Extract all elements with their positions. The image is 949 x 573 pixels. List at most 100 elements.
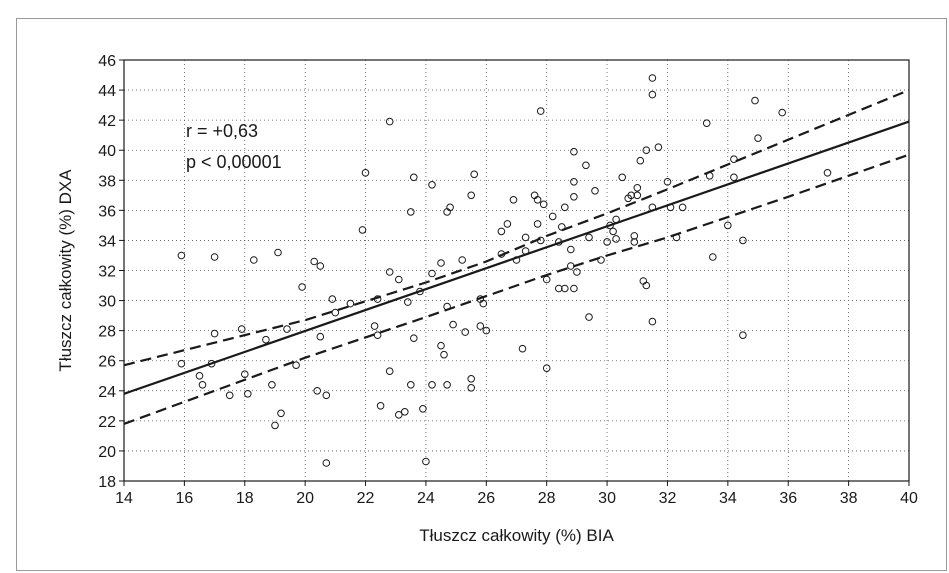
data-point — [277, 409, 285, 418]
data-point — [663, 178, 672, 186]
data-point — [322, 459, 331, 467]
data-point — [437, 259, 445, 267]
data-point — [754, 134, 762, 142]
data-point — [642, 146, 651, 154]
x-tick-label: 14 — [115, 490, 133, 507]
data-point — [428, 381, 436, 389]
y-tick-label: 44 — [98, 83, 116, 100]
data-point — [630, 238, 639, 246]
data-point — [241, 370, 249, 379]
data-point — [177, 359, 186, 368]
data-point — [636, 156, 645, 165]
data-point — [539, 200, 548, 209]
data-point — [467, 375, 476, 383]
data-point — [609, 227, 617, 236]
y-tick-label: 30 — [98, 294, 116, 311]
data-point — [542, 364, 551, 373]
data-point — [778, 108, 787, 117]
data-point — [316, 262, 325, 270]
data-point — [630, 232, 639, 240]
x-tick-label: 30 — [598, 490, 616, 507]
data-point — [561, 203, 569, 212]
y-tick-label: 22 — [98, 414, 116, 431]
data-point — [751, 96, 759, 105]
fit-lines — [123, 89, 910, 425]
x-tick-label: 38 — [840, 490, 858, 507]
data-point — [521, 233, 530, 242]
data-point — [591, 187, 599, 195]
data-point — [470, 170, 479, 179]
data-point — [313, 387, 322, 395]
data-point — [274, 248, 282, 257]
data-point — [428, 269, 436, 278]
data-point — [739, 236, 747, 245]
data-point — [407, 381, 415, 389]
data-point — [271, 421, 279, 430]
data-point — [573, 268, 581, 276]
data-point — [558, 223, 566, 231]
data-point — [678, 203, 687, 212]
y-tick-label: 20 — [98, 444, 116, 461]
data-point — [373, 331, 382, 340]
x-tick-label: 24 — [417, 490, 435, 507]
data-point — [533, 220, 542, 228]
y-tick-label: 40 — [98, 143, 116, 160]
data-point — [385, 268, 394, 276]
data-point — [404, 298, 412, 306]
data-point — [410, 173, 418, 182]
data-point — [555, 284, 563, 293]
data-point — [654, 143, 663, 151]
data-point — [570, 284, 578, 293]
data-point — [316, 332, 325, 341]
data-point — [561, 284, 569, 293]
data-point — [428, 181, 436, 189]
data-point — [385, 367, 394, 376]
data-point — [503, 220, 512, 228]
data-point — [823, 169, 832, 177]
data-point — [548, 212, 557, 221]
data-point — [724, 221, 732, 230]
data-point — [567, 245, 575, 254]
y-tick-label: 26 — [98, 354, 116, 371]
data-point — [250, 256, 258, 264]
regression-line — [123, 120, 910, 395]
y-tick-label: 24 — [98, 384, 116, 401]
data-point — [709, 253, 717, 261]
data-point — [346, 299, 355, 308]
grid — [124, 60, 909, 481]
data-point — [422, 457, 430, 466]
data-point — [177, 251, 186, 260]
x-tick-label: 36 — [779, 490, 797, 507]
data-point — [585, 233, 593, 242]
chart-frame — [16, 18, 947, 571]
data-point — [419, 405, 427, 413]
data-point — [446, 203, 454, 212]
data-point — [358, 226, 367, 234]
data-point — [648, 74, 657, 82]
data-point — [322, 391, 331, 400]
data-point — [437, 341, 445, 350]
x-tick-label: 26 — [477, 490, 495, 507]
data-point — [582, 161, 590, 170]
data-point — [479, 299, 488, 308]
data-point — [482, 326, 491, 335]
data-point — [385, 117, 394, 126]
data-point — [618, 173, 627, 182]
data-point — [395, 411, 403, 419]
data-point — [210, 329, 219, 338]
data-point — [533, 196, 542, 204]
data-point — [458, 256, 467, 264]
annotation-p: p < 0,00001 — [186, 152, 282, 172]
data-point — [730, 155, 738, 163]
y-tick-label: 32 — [98, 264, 116, 281]
y-tick-label: 38 — [98, 173, 116, 190]
data-point — [497, 227, 506, 236]
x-tick-label: 28 — [538, 490, 556, 507]
axis-ticks: 14 16 18 20 22 24 26 28 30 32 34 36 38 40 18 20 22 24 26 28… — [98, 53, 918, 507]
data-point — [331, 308, 340, 317]
data-point — [633, 184, 642, 192]
data-point — [310, 257, 319, 266]
data-point — [283, 325, 291, 333]
x-tick-label: 40 — [900, 490, 918, 507]
data-point — [198, 381, 207, 389]
